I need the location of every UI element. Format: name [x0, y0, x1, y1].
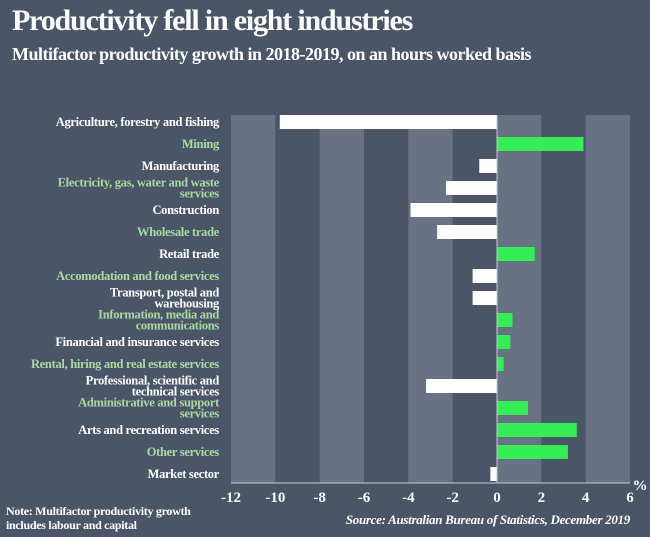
chart-subtitle: Multifactor productivity growth in 2018-…: [12, 44, 532, 64]
category-label: Manufacturing: [142, 159, 220, 173]
bar-13: [497, 401, 529, 415]
x-tick-label: 4: [582, 490, 590, 506]
category-label: Accomodation and food services: [56, 269, 219, 283]
x-tick-label: -4: [402, 490, 415, 506]
grid-band: [408, 115, 453, 483]
category-label: Information, media and: [98, 308, 219, 322]
category-label: Rental, hiring and real estate services: [31, 357, 219, 371]
bar-5: [437, 225, 497, 239]
category-label: technical services: [132, 385, 220, 399]
bar-16: [490, 467, 497, 481]
x-axis-unit: %: [633, 478, 648, 494]
bar-14: [497, 423, 577, 437]
bar-6: [497, 247, 535, 261]
category-label: Agriculture, forestry and fishing: [56, 115, 220, 129]
x-tick-label: -2: [446, 490, 459, 506]
category-label: Transport, postal and: [110, 286, 219, 300]
x-tick-label: -10: [265, 490, 285, 506]
bar-15: [497, 445, 568, 459]
x-tick-label: -12: [221, 490, 241, 506]
x-tick-label: 0: [493, 490, 501, 506]
bar-3: [446, 181, 497, 195]
bar-4: [410, 203, 497, 217]
x-tick-label: -8: [313, 490, 326, 506]
category-label: warehousing: [154, 297, 220, 311]
bar-8: [472, 291, 497, 305]
category-label: Administrative and support: [78, 396, 220, 410]
bar-2: [479, 159, 497, 173]
category-label: Wholesale trade: [137, 225, 220, 239]
grid-band: [319, 115, 364, 483]
x-tick-label: 6: [626, 490, 634, 506]
category-label: Arts and recreation services: [78, 423, 219, 437]
category-label: Retail trade: [159, 247, 220, 261]
bar-7: [472, 269, 497, 283]
chart-title: Productivity fell in eight industries: [12, 4, 413, 37]
bar-12: [426, 379, 497, 393]
category-label: Financial and insurance services: [55, 335, 219, 349]
grid-band: [497, 115, 542, 483]
category-label: services: [180, 407, 220, 421]
bar-10: [497, 335, 511, 349]
bar-11: [497, 357, 504, 371]
bar-9: [497, 313, 513, 327]
chart-note: Note: Multifactor productivity growth in…: [6, 504, 191, 532]
x-tick-label: -6: [358, 490, 371, 506]
category-label: Other services: [147, 445, 220, 459]
category-label: communications: [136, 319, 220, 333]
category-label: Construction: [152, 203, 219, 217]
grid-band: [585, 115, 630, 483]
x-tick-label: 2: [538, 490, 546, 506]
chart-source: Source: Australian Bureau of Statistics,…: [345, 512, 630, 527]
note-line-2: includes labour and capital: [6, 518, 137, 532]
bar-0: [279, 115, 497, 129]
grid-band: [231, 115, 276, 483]
category-label: Market sector: [148, 467, 220, 481]
category-label: Electricity, gas, water and waste: [58, 176, 220, 190]
category-label: Mining: [182, 137, 220, 151]
note-line-1: Note: Multifactor productivity growth: [6, 504, 191, 518]
category-label: Professional, scientific and: [86, 374, 220, 388]
bar-1: [497, 137, 584, 151]
category-label: services: [180, 187, 220, 201]
